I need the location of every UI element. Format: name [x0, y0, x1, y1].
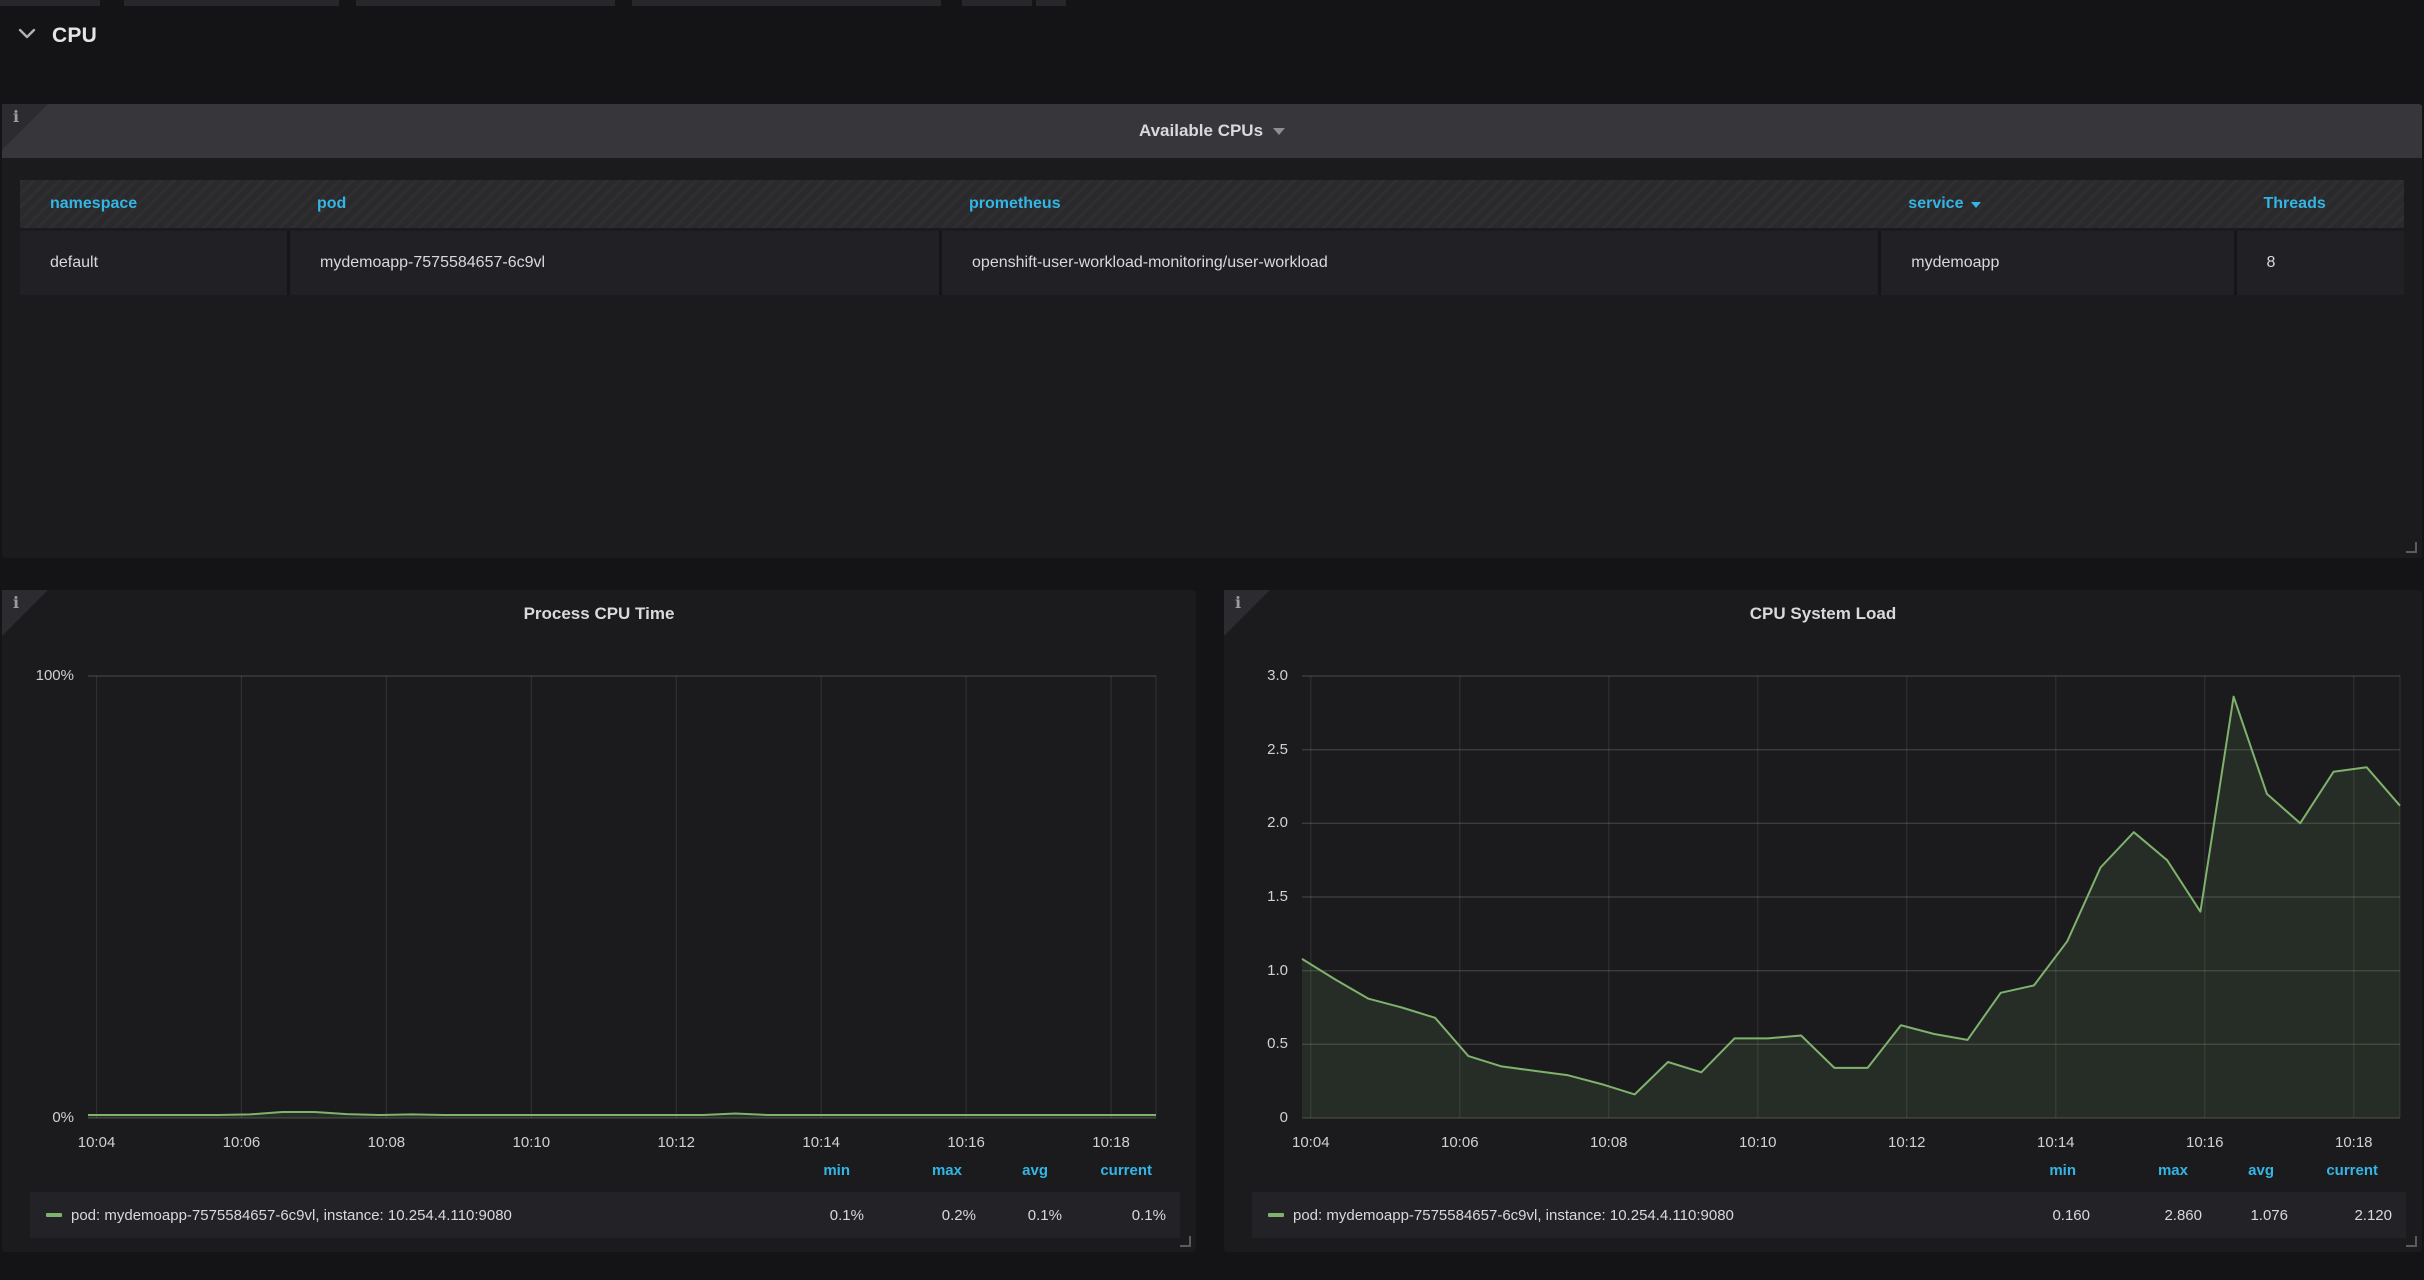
panel-resize-handle[interactable] — [2406, 1236, 2417, 1247]
stat-value-current: 0.1% — [1062, 1207, 1166, 1224]
y-axis-tick-label: 0% — [2, 1109, 74, 1127]
panel-title[interactable]: CPU System Load — [1224, 604, 2422, 624]
x-axis-tick-label: 10:08 — [344, 1134, 428, 1152]
table-cell: openshift-user-workload-monitoring/user-… — [939, 231, 1878, 295]
stat-value-max: 2.860 — [2090, 1207, 2202, 1224]
column-header-namespace[interactable]: namespace — [20, 195, 287, 213]
variable-dropdown-fragment[interactable] — [356, 0, 615, 6]
table-header-row: namespace pod prometheus service Threads — [20, 180, 2404, 228]
panel-resize-handle[interactable] — [1180, 1236, 1191, 1247]
x-axis-tick-label: 10:18 — [1069, 1134, 1153, 1152]
variable-dropdown-fragment[interactable] — [124, 0, 339, 6]
stat-header-min[interactable]: min — [738, 1162, 850, 1179]
stat-value-current: 2.120 — [2288, 1207, 2392, 1224]
panel-available-cpus: i Available CPUs namespace pod prometheus s… — [2, 104, 2422, 558]
x-axis-tick-label: 10:08 — [1567, 1134, 1651, 1152]
stat-header-current[interactable]: current — [1048, 1162, 1152, 1179]
panel-title-menu[interactable]: Available CPUs — [2, 104, 2422, 158]
x-axis-tick-label: 10:14 — [779, 1134, 863, 1152]
panel-process-cpu-time: i Process CPU Time 100% 0% 10:04 10:06 10:08… — [2, 590, 1196, 1252]
stat-value-min: 0.160 — [1978, 1207, 2090, 1224]
y-axis-tick-label: 2.5 — [1224, 741, 1288, 759]
sort-desc-icon — [1971, 202, 1981, 208]
column-header-label: service — [1908, 195, 1963, 212]
y-axis-tick-label: 1.5 — [1224, 888, 1288, 906]
stat-header-current[interactable]: current — [2274, 1162, 2378, 1179]
table-cell: mydemoapp — [1878, 231, 2233, 295]
stat-header-avg[interactable]: avg — [962, 1162, 1048, 1179]
variable-dropdown-fragment[interactable] — [632, 0, 941, 6]
x-axis-tick-label: 10:10 — [1716, 1134, 1800, 1152]
y-axis-tick-label: 2.0 — [1224, 814, 1288, 832]
stat-value-min: 0.1% — [752, 1207, 864, 1224]
variable-dropdown-fragment[interactable] — [0, 0, 100, 6]
variable-dropdown-fragment[interactable] — [962, 0, 1032, 6]
stat-header-max[interactable]: max — [2076, 1162, 2188, 1179]
legend-series-toggle[interactable]: pod: mydemoapp-7575584657-6c9vl, instanc… — [1268, 1207, 1978, 1224]
table-cell: 8 — [2234, 231, 2404, 295]
table-cell: default — [20, 231, 287, 295]
x-axis-tick-label: 10:06 — [1418, 1134, 1502, 1152]
column-header-pod[interactable]: pod — [287, 195, 939, 213]
stat-header-min[interactable]: min — [1964, 1162, 2076, 1179]
column-header-prometheus[interactable]: prometheus — [939, 195, 1878, 213]
y-axis-tick-label: 0 — [1224, 1109, 1288, 1127]
legend-stats-header: minmaxavgcurrent — [1252, 1162, 2392, 1179]
table-row: defaultmydemoapp-7575584657-6c9vlopenshi… — [20, 231, 2404, 295]
x-axis-tick-label: 10:16 — [924, 1134, 1008, 1152]
legend-series-label: pod: mydemoapp-7575584657-6c9vl, instanc… — [1293, 1207, 1734, 1224]
panel-title: Available CPUs — [1139, 121, 1263, 141]
stat-header-avg[interactable]: avg — [2188, 1162, 2274, 1179]
table-cell: mydemoapp-7575584657-6c9vl — [287, 231, 939, 295]
column-header-label: prometheus — [969, 195, 1061, 212]
table-body: defaultmydemoapp-7575584657-6c9vlopenshi… — [20, 231, 2404, 295]
x-axis-tick-label: 10:04 — [1269, 1134, 1353, 1152]
y-axis-tick-label: 1.0 — [1224, 962, 1288, 980]
x-axis-tick-label: 10:06 — [199, 1134, 283, 1152]
legend-series-toggle[interactable]: pod: mydemoapp-7575584657-6c9vl, instanc… — [46, 1207, 752, 1224]
series-color-swatch-icon[interactable] — [1268, 1213, 1284, 1217]
column-header-label: namespace — [50, 195, 137, 212]
column-header-threads[interactable]: Threads — [2234, 195, 2404, 213]
y-axis-tick-label: 100% — [2, 667, 74, 685]
column-header-label: pod — [317, 195, 346, 212]
chart-plot-area[interactable] — [88, 676, 1156, 1118]
info-icon: i — [13, 593, 19, 612]
x-axis-tick-label: 10:12 — [1865, 1134, 1949, 1152]
x-axis-tick-label: 10:12 — [634, 1134, 718, 1152]
series-line — [88, 1112, 1156, 1115]
legend-row: pod: mydemoapp-7575584657-6c9vl, instanc… — [30, 1192, 1180, 1238]
legend-stats-header: minmaxavgcurrent — [30, 1162, 1166, 1179]
info-icon: i — [13, 107, 19, 126]
column-header-service[interactable]: service — [1878, 195, 2233, 213]
variable-dropdown-fragment[interactable] — [1036, 0, 1066, 6]
stat-value-max: 0.2% — [864, 1207, 976, 1224]
x-axis-tick-label: 10:18 — [2312, 1134, 2396, 1152]
legend-series-label: pod: mydemoapp-7575584657-6c9vl, instanc… — [71, 1207, 512, 1224]
info-icon: i — [1235, 593, 1241, 612]
cpu-table: namespace pod prometheus service Threads def… — [20, 180, 2404, 295]
x-axis-tick-label: 10:10 — [489, 1134, 573, 1152]
x-axis-tick-label: 10:14 — [2014, 1134, 2098, 1152]
legend-row: pod: mydemoapp-7575584657-6c9vl, instanc… — [1252, 1192, 2406, 1238]
x-axis-tick-label: 10:04 — [55, 1134, 139, 1152]
column-header-label: Threads — [2264, 195, 2326, 212]
x-axis-tick-label: 10:16 — [2163, 1134, 2247, 1152]
chevron-down-icon — [1273, 128, 1285, 135]
chevron-down-icon — [18, 27, 36, 45]
panel-resize-handle[interactable] — [2406, 542, 2417, 553]
series-color-swatch-icon[interactable] — [46, 1213, 62, 1217]
panel-title[interactable]: Process CPU Time — [2, 604, 1196, 624]
stat-value-avg: 0.1% — [976, 1207, 1062, 1224]
stat-header-max[interactable]: max — [850, 1162, 962, 1179]
panel-cpu-system-load: i CPU System Load 3.0 2.5 2.0 1.5 1.0 0.5 0 10:… — [1224, 590, 2422, 1252]
grafana-dashboard: CPU i Available CPUs namespace pod prometh… — [0, 0, 2424, 1280]
row-header-cpu[interactable]: CPU — [0, 14, 97, 58]
y-axis-tick-label: 3.0 — [1224, 667, 1288, 685]
section-title: CPU — [52, 24, 97, 48]
stat-value-avg: 1.076 — [2202, 1207, 2288, 1224]
y-axis-tick-label: 0.5 — [1224, 1035, 1288, 1053]
chart-plot-area[interactable] — [1302, 676, 2400, 1118]
